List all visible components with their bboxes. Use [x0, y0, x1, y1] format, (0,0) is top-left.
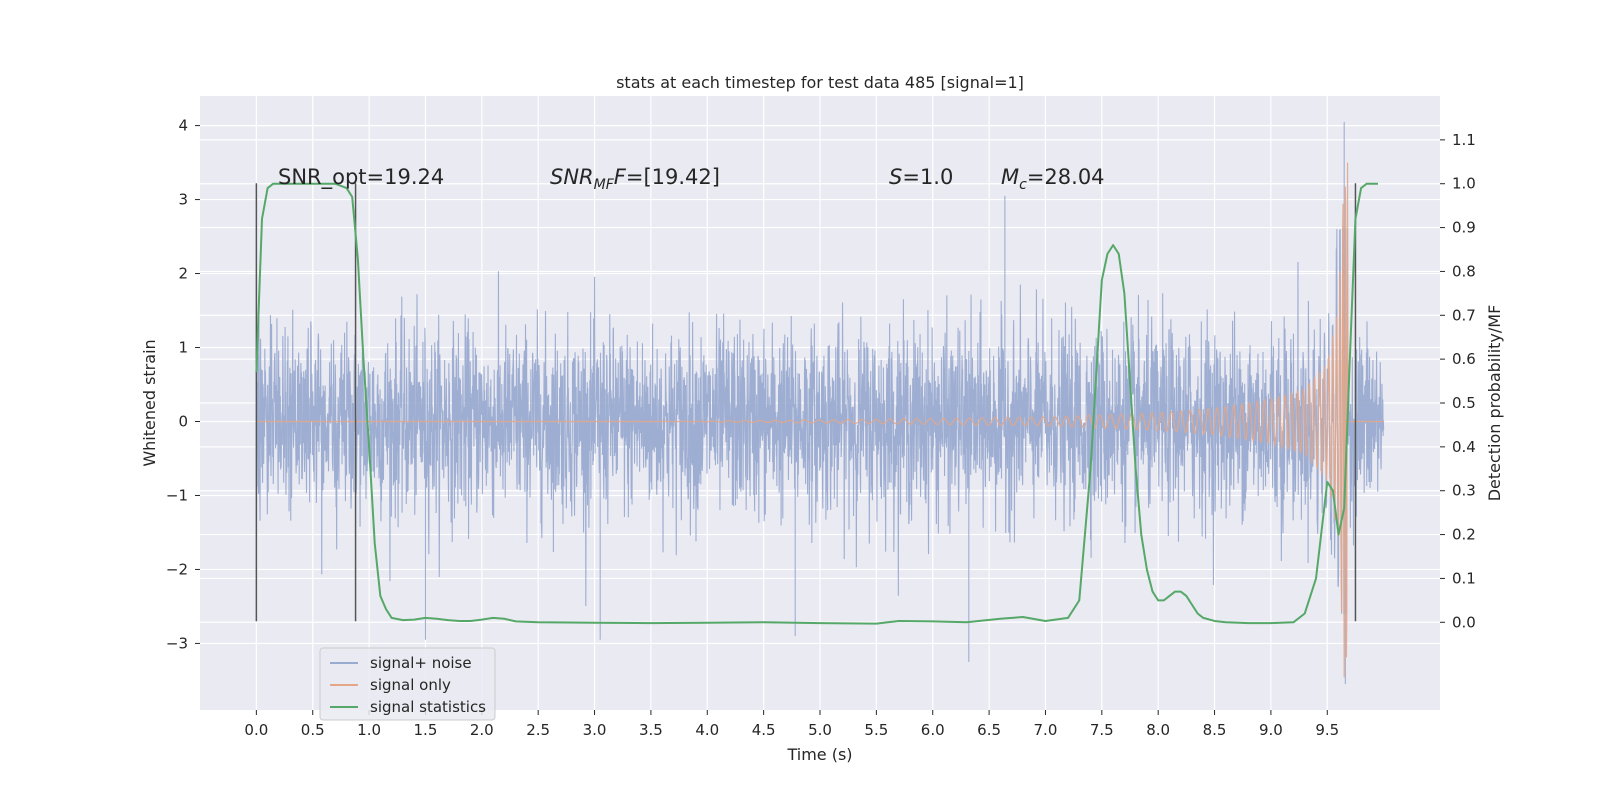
- signal-statistics-line: [255, 182, 1378, 625]
- x-tick-label: 2.5: [526, 721, 550, 739]
- y-right-tick-label: 1.1: [1452, 131, 1476, 149]
- y-left-tick-label: 3: [178, 191, 188, 209]
- x-tick-label: 8.0: [1146, 721, 1170, 739]
- signal-noise-series: [255, 121, 1385, 685]
- y-right-tick-label: 0.4: [1452, 438, 1476, 456]
- y-left-tick-label: −1: [166, 486, 188, 504]
- legend-label-signal-statistics: signal statistics: [370, 698, 486, 716]
- annotation-mc: Mc=28.04: [1001, 165, 1105, 193]
- signal-only-series: [256, 162, 1384, 678]
- x-tick-label: 9.0: [1259, 721, 1283, 739]
- signal-only-line: [256, 162, 1384, 678]
- y-left-tick-label: −2: [166, 560, 188, 578]
- x-tick-label: 9.5: [1315, 721, 1339, 739]
- y-right-axis-ticks: 1.1 1.0 0.9 0.8 0.7 0.6 0.5 0.4 0.3 0.2 0.1 0.0: [1440, 131, 1476, 631]
- legend: signal+ noise signal only signal statist…: [319, 647, 496, 721]
- annotation-snr-mf: SNRMFF=[19.42]: [550, 165, 720, 193]
- y-right-tick-label: 1.0: [1452, 175, 1476, 193]
- y-right-tick-label: 0.2: [1452, 526, 1476, 544]
- y-left-tick-label: 0: [178, 412, 188, 430]
- x-tick-label: 8.5: [1203, 721, 1227, 739]
- x-tick-label: 3.5: [639, 721, 663, 739]
- legend-label-signal-only: signal only: [370, 676, 451, 694]
- x-tick-label: 4.5: [752, 721, 776, 739]
- x-tick-label: 0.5: [301, 721, 325, 739]
- legend-label-signal-noise: signal+ noise: [370, 654, 472, 672]
- y-right-tick-label: 0.9: [1452, 219, 1476, 237]
- x-tick-label: 4.0: [695, 721, 719, 739]
- y-left-axis-label: Whitened strain: [140, 339, 159, 466]
- x-tick-label: 0.0: [244, 721, 268, 739]
- x-tick-label: 6.0: [921, 721, 945, 739]
- y-right-tick-label: 0.1: [1452, 569, 1476, 587]
- annotation-snr-opt: SNR_opt=19.24: [278, 165, 444, 190]
- annotation-s: S=1.0: [889, 165, 953, 189]
- x-tick-label: 1.0: [357, 721, 381, 739]
- chart-title: stats at each timestep for test data 485…: [616, 73, 1024, 92]
- x-tick-label: 5.5: [864, 721, 888, 739]
- y-left-tick-label: −3: [166, 634, 188, 652]
- x-axis-label: Time (s): [786, 745, 852, 764]
- y-right-tick-label: 0.0: [1452, 613, 1476, 631]
- x-tick-label: 5.0: [808, 721, 832, 739]
- y-right-tick-label: 0.5: [1452, 394, 1476, 412]
- legend-box: [319, 647, 496, 721]
- y-left-tick-label: 1: [178, 339, 188, 357]
- y-left-tick-label: 2: [178, 265, 188, 283]
- x-tick-label: 1.5: [414, 721, 438, 739]
- y-right-axis-label: Detection probability/MF: [1485, 305, 1504, 502]
- signal-noise-line: [255, 121, 1385, 685]
- x-tick-label: 7.0: [1034, 721, 1058, 739]
- y-right-tick-label: 0.3: [1452, 482, 1476, 500]
- x-tick-label: 3.0: [583, 721, 607, 739]
- signal-statistics-series: [255, 182, 1378, 625]
- y-left-tick-label: 4: [178, 117, 188, 135]
- x-tick-label: 2.0: [470, 721, 494, 739]
- y-left-axis-ticks: 4 3 2 1 0 −1 −2 −3: [166, 117, 200, 652]
- x-tick-label: 6.5: [977, 721, 1001, 739]
- x-axis-ticks: 0.0 0.5 1.0 1.5 2.0 2.5 3.0 3.5 4.0 4.5 5.0 5.5 6.0 6…: [244, 710, 1339, 739]
- x-tick-label: 7.5: [1090, 721, 1114, 739]
- vertical-markers: [255, 183, 1357, 622]
- y-right-tick-label: 0.8: [1452, 262, 1476, 280]
- y-right-tick-label: 0.6: [1452, 350, 1476, 368]
- y-right-tick-label: 0.7: [1452, 306, 1476, 324]
